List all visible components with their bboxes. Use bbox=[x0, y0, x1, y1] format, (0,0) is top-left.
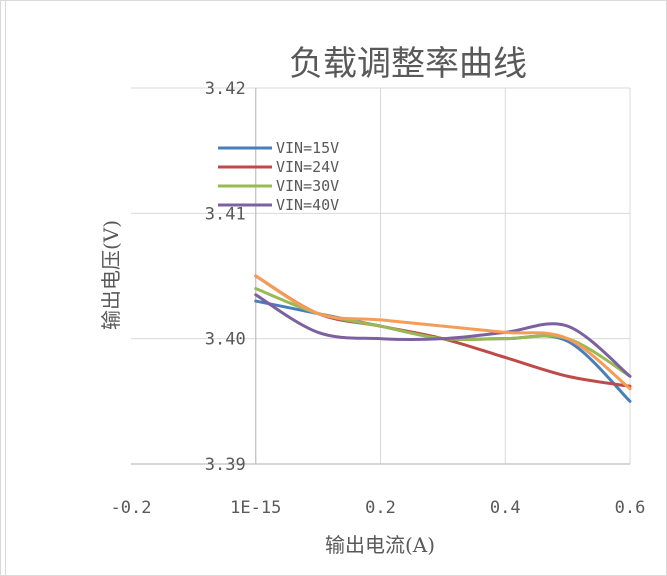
x-axis-label: 输出电流(A) bbox=[325, 533, 435, 557]
series-line-unnamed-4 bbox=[254, 274, 632, 391]
legend-label: VIN=24V bbox=[276, 158, 339, 176]
legend-label: VIN=15V bbox=[276, 139, 339, 157]
y-axis-label: 输出电压(V) bbox=[99, 220, 123, 330]
x-tick-label: 0.6 bbox=[615, 498, 646, 518]
series-lines bbox=[254, 274, 632, 403]
x-tick-label: 1E-15 bbox=[230, 498, 281, 518]
series-line-vin-40v bbox=[254, 293, 632, 378]
gridlines bbox=[131, 87, 631, 465]
x-tick-label: -0.2 bbox=[111, 498, 152, 518]
series-line-vin-30v bbox=[254, 287, 632, 378]
series-line-vin-15v bbox=[254, 299, 632, 403]
legend-label: VIN=30V bbox=[276, 177, 339, 195]
y-tick-label: 3.40 bbox=[205, 330, 246, 350]
legend-label: VIN=40V bbox=[276, 196, 339, 214]
x-tick-label: 0.4 bbox=[490, 498, 521, 518]
x-tick-label: 0.2 bbox=[365, 498, 396, 518]
y-tick-label: 3.41 bbox=[205, 204, 246, 224]
y-tick-label: 3.42 bbox=[205, 79, 246, 99]
chart-title: 负载调整率曲线 bbox=[289, 44, 527, 84]
tick-labels: 3.39 3.40 3.41 3.42 -0.2 1E-15 0.2 0.4 0.6 bbox=[111, 79, 646, 518]
y-tick-label: 3.39 bbox=[205, 455, 246, 475]
